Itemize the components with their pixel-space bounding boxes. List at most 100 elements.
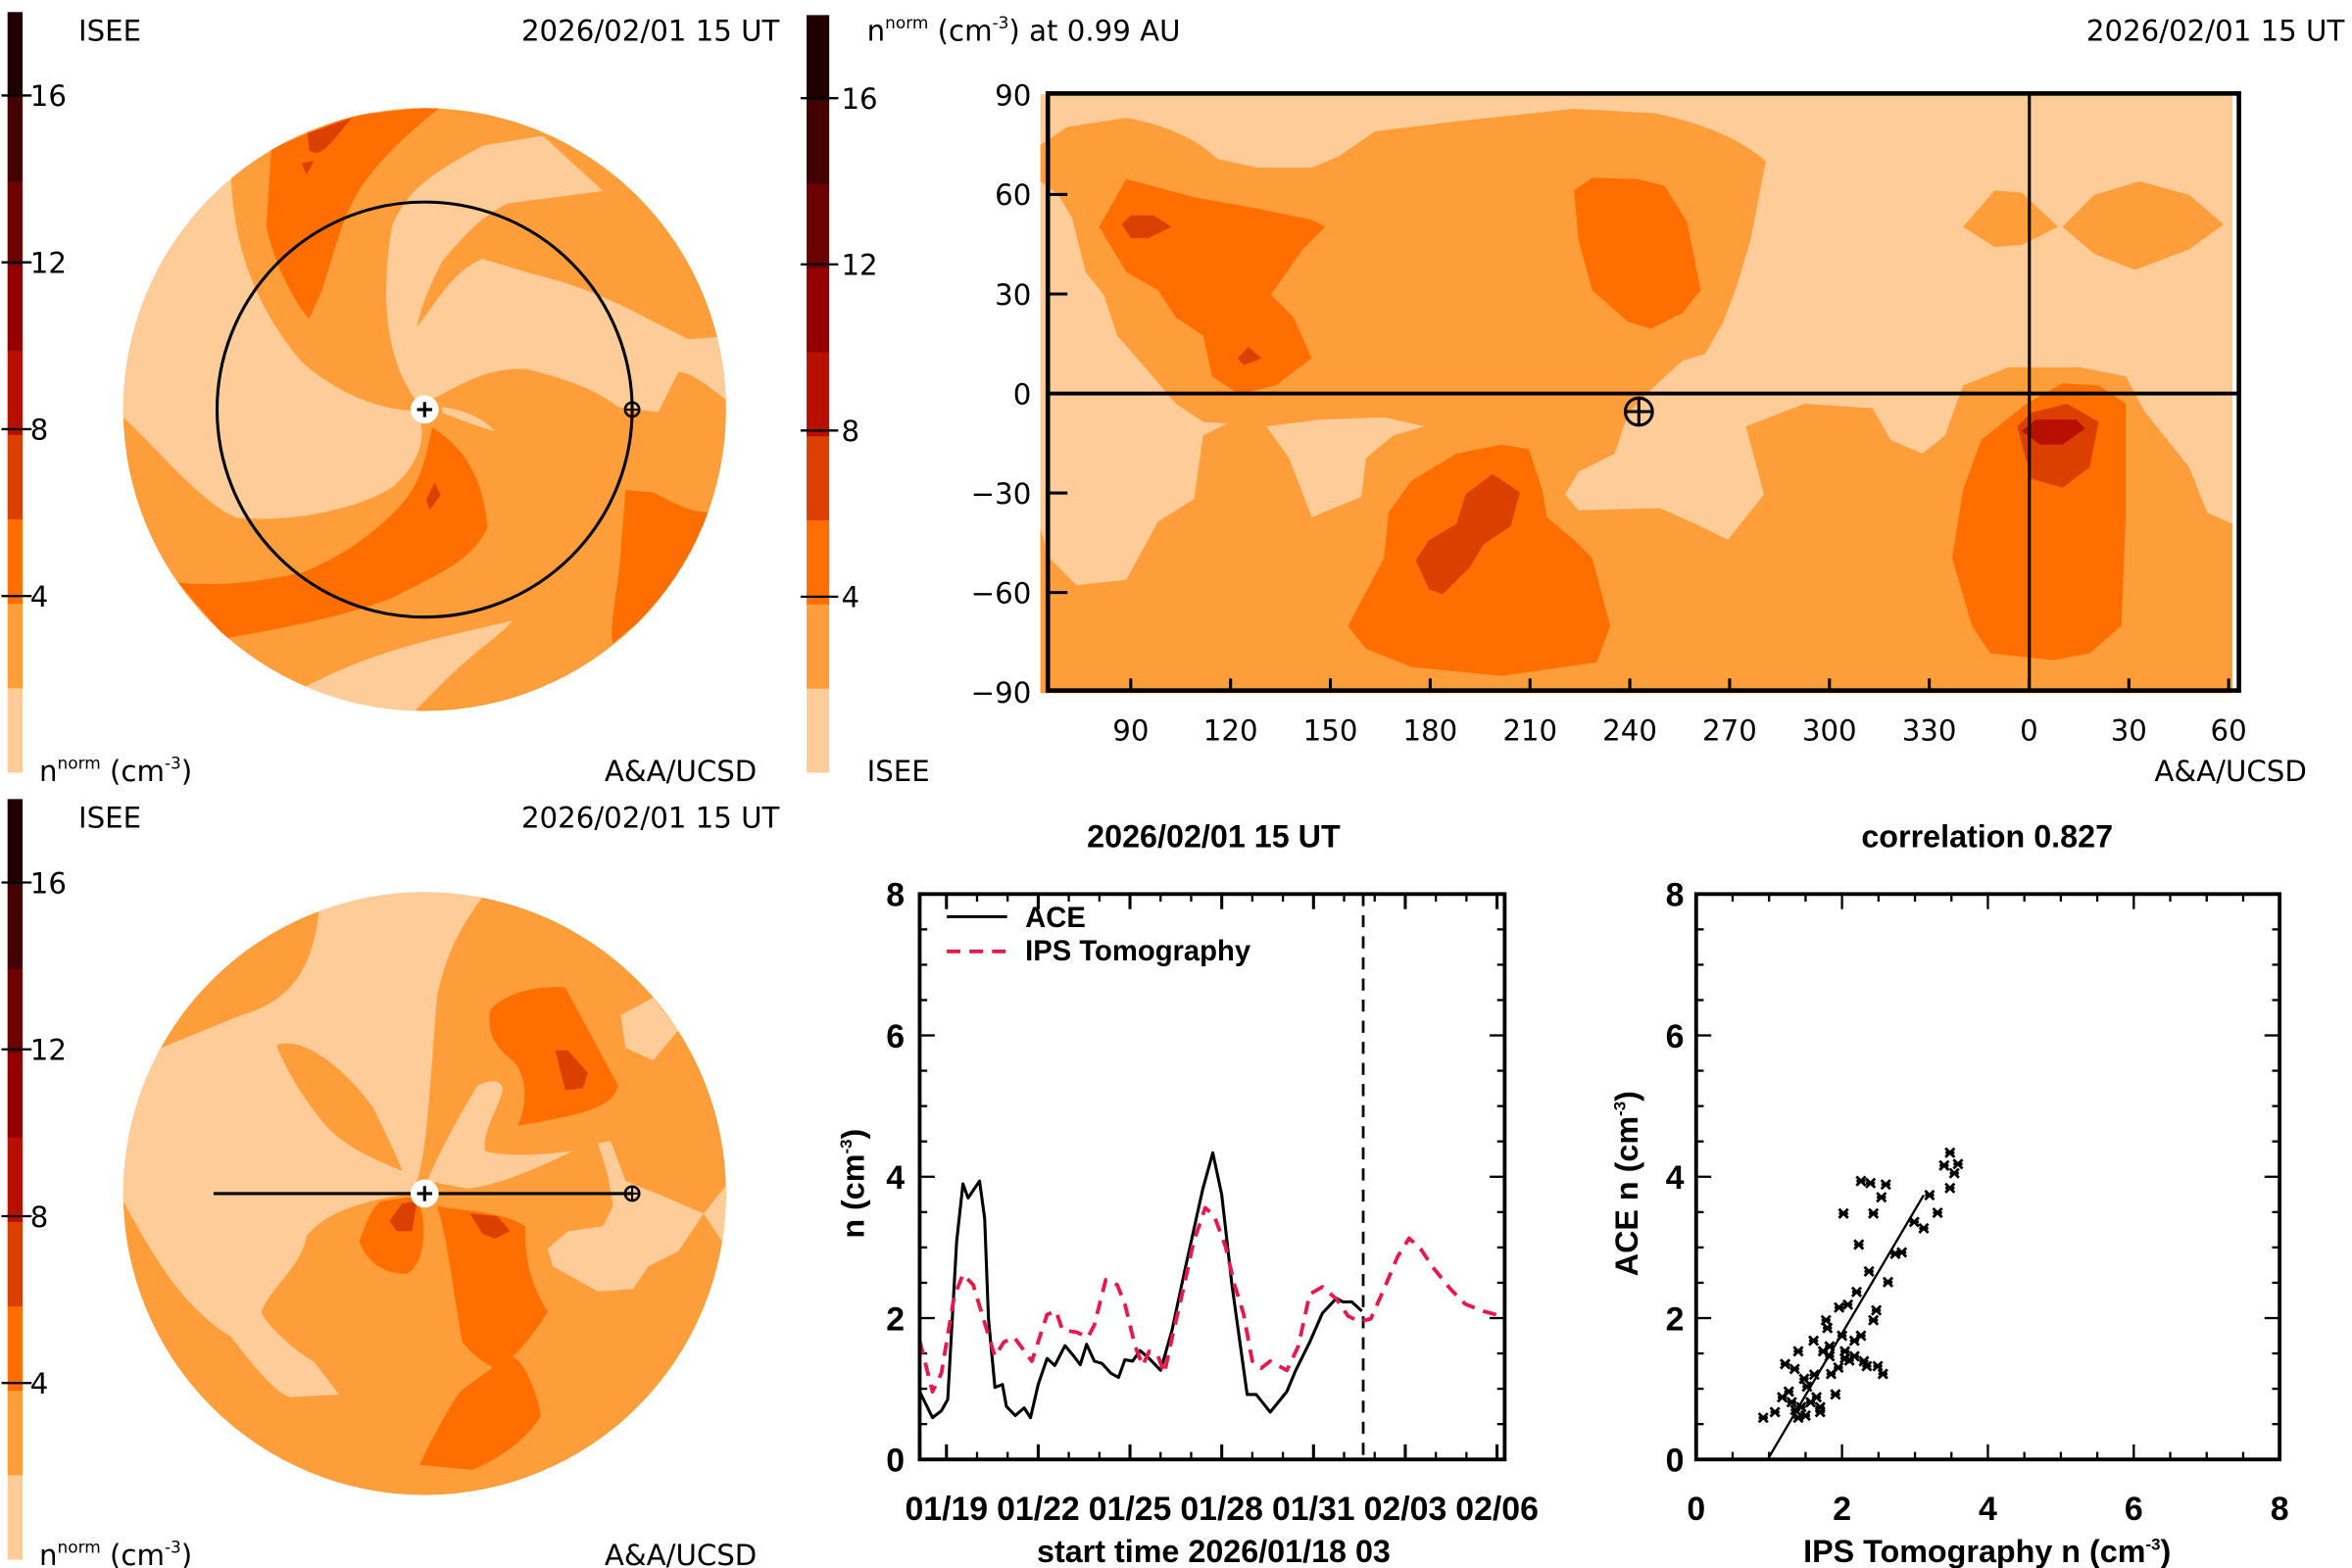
- map-axes: 90 120 150 180 210 240 270 300 330 0 30 609060300−3…: [971, 79, 2247, 748]
- x-tick-label: 01/31: [1272, 1491, 1355, 1528]
- x-tick-label: 0: [1687, 1491, 1705, 1528]
- colorbar-tick-label: 8: [30, 414, 49, 447]
- y-tick-label: 4: [886, 1159, 905, 1197]
- colorbar-band: [807, 351, 830, 437]
- map-panel: 4 8 12 16 nnorm (cm-3) at 0.99 AU 2026/02/0…: [800, 13, 2344, 788]
- scatter-point: [1868, 1207, 1880, 1219]
- legend-label-ips: IPS Tomography: [1025, 936, 1251, 967]
- density-level-2-4: [276, 1043, 403, 1171]
- density-level-0-2: [426, 1081, 573, 1189]
- colorbar-tick-label: 16: [30, 866, 67, 900]
- scatter-point: [1769, 1406, 1781, 1418]
- series-line-ips-tomography: [917, 1205, 1502, 1394]
- meridional-panel: 4 8 12 16 ISEE 2026/02/01 15 UT A&A/UCSD nn…: [1, 799, 780, 1568]
- scatter-point: [1799, 1409, 1811, 1422]
- colorbar-band: [7, 687, 24, 773]
- colorbar-band: [7, 265, 24, 351]
- colorbar-band: [7, 1305, 24, 1392]
- regression-line: [1766, 1194, 1925, 1460]
- scatter-point: [1855, 1175, 1867, 1187]
- density-level-4-6: [419, 1205, 548, 1470]
- lat-tick-label: 90: [995, 79, 1031, 113]
- density-level-6-8: [389, 1050, 588, 1240]
- scatter-point: [1853, 1239, 1865, 1250]
- x-tick-label: 02/06: [1455, 1491, 1539, 1528]
- scatter-point: [1882, 1276, 1894, 1288]
- panel-label: ISEE: [78, 15, 141, 48]
- density-level-0-2: [122, 892, 483, 1397]
- panel-datetime: 2026/02/01 15 UT: [521, 15, 780, 48]
- lon-tick-label: 150: [1303, 713, 1358, 747]
- scatter-point: [1924, 1189, 1936, 1201]
- scatter-point: [1788, 1363, 1800, 1375]
- scatter-point: [1830, 1389, 1841, 1400]
- colorbar-tick-label: 12: [30, 246, 67, 279]
- y-tick-label: 4: [1666, 1159, 1685, 1197]
- y-tick-label: 0: [1666, 1443, 1685, 1480]
- scatter-point: [1814, 1401, 1826, 1413]
- lon-tick-label: 0: [2020, 713, 2038, 747]
- density-level-4-6: [178, 426, 488, 639]
- x-tick-label: 01/25: [1089, 1491, 1172, 1528]
- scatter-point: [1792, 1346, 1804, 1357]
- legend-label-ace: ACE: [1025, 903, 1086, 934]
- scatter-chart: correlation 0.827 IPS Tomography n (cm-3…: [1609, 819, 2289, 1568]
- y-axis-label: n (cm-3): [836, 1129, 871, 1239]
- colorbar-band: [7, 1390, 24, 1476]
- colorbar-band: [807, 183, 830, 269]
- y-axis-label: ACE n (cm-3): [1609, 1091, 1644, 1276]
- colorbar-band: [807, 519, 830, 605]
- credit-label: A&A/UCSD: [605, 1539, 757, 1568]
- x-tick-label: 01/28: [1180, 1491, 1263, 1528]
- chart-title: 2026/02/01 15 UT: [1087, 819, 1341, 855]
- x-tick-label: 4: [1979, 1491, 1997, 1528]
- density-level-4-6: [1574, 177, 1701, 329]
- colorbar-tick-label: 8: [30, 1200, 49, 1234]
- lon-tick-label: 120: [1203, 713, 1258, 747]
- scatter-point: [1838, 1207, 1849, 1219]
- lat-tick-label: −30: [971, 477, 1032, 511]
- density-level-8-10: [2022, 419, 2085, 445]
- scatter-point: [1843, 1354, 1855, 1366]
- x-axis-label: start time 2026/01/18 03: [1037, 1534, 1391, 1568]
- scatter-point: [1918, 1222, 1930, 1235]
- colorbar-band: [7, 967, 24, 1054]
- colorbar-band: [7, 12, 24, 98]
- scatter-point: [1786, 1396, 1797, 1408]
- density-level-4-6: [1348, 444, 1611, 676]
- x-tick-label: 01/22: [997, 1491, 1080, 1528]
- scatter-point: [1801, 1381, 1813, 1393]
- series-line-ace: [918, 1151, 1363, 1420]
- colorbar-band: [7, 180, 24, 267]
- colorbar: 4 8 12 16: [1, 12, 67, 773]
- scatter-point: [1776, 1392, 1788, 1403]
- colorbar-label: nnorm (cm-3): [39, 1538, 192, 1568]
- density-level-0-2: [547, 1141, 726, 1292]
- density-level-0-2: [386, 135, 726, 413]
- scatter-point: [1850, 1286, 1863, 1298]
- colorbar-band: [7, 883, 24, 969]
- colorbar-band: [807, 15, 830, 100]
- colorbar-band: [807, 435, 830, 521]
- lon-tick-label: 330: [1902, 713, 1957, 747]
- scatter-point: [1779, 1358, 1791, 1370]
- y-tick-label: 2: [1666, 1300, 1685, 1338]
- scatter-point: [1834, 1301, 1845, 1313]
- scatter-point: [1861, 1360, 1873, 1372]
- colorbar-tick-label: 4: [30, 580, 49, 613]
- scatter-point: [1876, 1192, 1887, 1203]
- credit-label: A&A/UCSD: [605, 755, 757, 788]
- colorbar-band: [7, 96, 24, 182]
- earth-icon: [623, 1185, 641, 1202]
- colorbar-band: [7, 349, 24, 435]
- scatter-point: [1868, 1314, 1880, 1326]
- y-tick-label: 2: [886, 1300, 905, 1338]
- scatter-point: [1805, 1396, 1817, 1408]
- scatter-point: [1855, 1330, 1867, 1342]
- scatter-point: [1807, 1335, 1820, 1347]
- scatter-point: [1789, 1404, 1801, 1416]
- ecliptic-density-disk: [122, 108, 726, 711]
- scatter-point: [1880, 1179, 1891, 1191]
- lon-tick-label: 240: [1602, 713, 1657, 747]
